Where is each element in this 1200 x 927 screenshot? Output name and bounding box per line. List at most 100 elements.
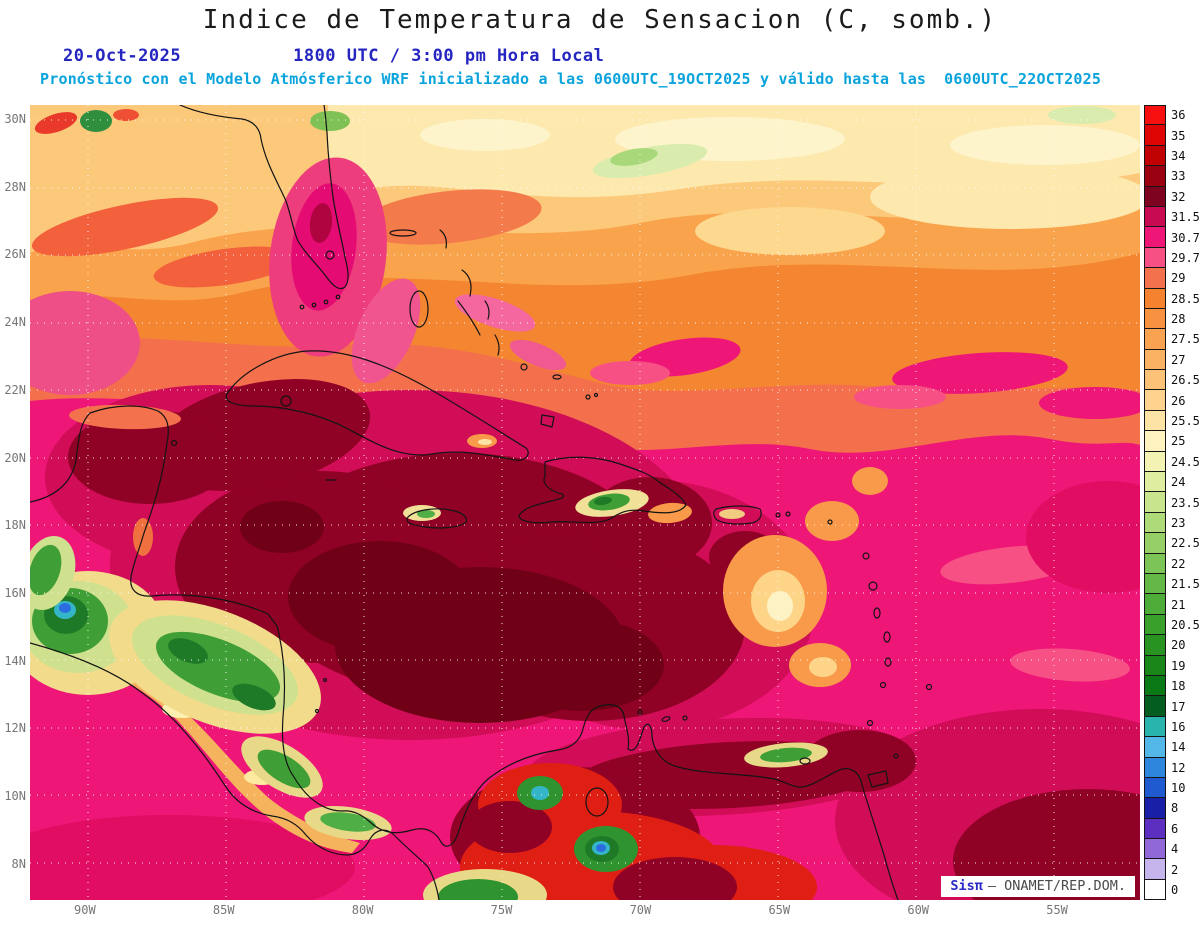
legend-color-swatch [1144, 859, 1166, 880]
legend-item: 30.7 [1144, 227, 1200, 248]
legend-value-label: 4 [1171, 842, 1179, 857]
legend-value-label: 6 [1171, 821, 1179, 836]
legend-color-swatch [1144, 186, 1166, 207]
longitude-label: 65W [768, 903, 791, 917]
map-area: Sisπ – ONAMET/REP.DOM. [30, 105, 1140, 900]
legend-value-label: 2 [1171, 862, 1179, 877]
legend-value-label: 12 [1171, 760, 1186, 775]
legend-item: 28 [1144, 308, 1200, 330]
legend-color-swatch [1144, 227, 1166, 248]
legend-color-swatch [1144, 349, 1166, 371]
legend-item: 16 [1144, 716, 1200, 738]
legend-item: 10 [1144, 777, 1200, 799]
page-title: Indice de Temperatura de Sensacion (C, s… [202, 5, 998, 35]
latitude-label: 26N [4, 247, 26, 262]
legend-value-label: 0 [1171, 883, 1179, 898]
latitude-label: 12N [4, 721, 26, 736]
legend-value-label: 22 [1171, 556, 1186, 571]
legend-item: 33 [1144, 166, 1200, 187]
legend-item: 20 [1144, 635, 1200, 656]
legend-value-label: 19 [1171, 658, 1186, 673]
legend-color-swatch [1144, 288, 1166, 309]
legend-item: 22.5 [1144, 533, 1200, 554]
legend-color-swatch [1144, 451, 1166, 473]
legend-value-label: 20.5 [1171, 617, 1200, 632]
latitude-label: 24N [4, 315, 26, 330]
legend-item: 27 [1144, 349, 1200, 371]
legend-item: 23.5 [1144, 492, 1200, 513]
legend-item: 17 [1144, 696, 1200, 717]
watermark: Sisπ – ONAMET/REP.DOM. [941, 876, 1135, 897]
legend-item: 18 [1144, 675, 1200, 697]
legend-item: 12 [1144, 757, 1200, 778]
legend-color-swatch [1144, 472, 1166, 493]
legend-color-swatch [1144, 798, 1166, 819]
latitude-label: 10N [4, 789, 26, 804]
legend-value-label: 32 [1171, 189, 1186, 204]
legend-color-swatch [1144, 329, 1166, 350]
legend-value-label: 26.5 [1171, 373, 1200, 388]
legend-value-label: 27.5 [1171, 332, 1200, 347]
legend-value-label: 28 [1171, 312, 1186, 327]
legend-color-swatch [1144, 879, 1166, 901]
latitude-label: 22N [4, 382, 26, 397]
legend-item: 26.5 [1144, 370, 1200, 391]
legend-value-label: 23.5 [1171, 495, 1200, 510]
legend-value-label: 27 [1171, 352, 1186, 367]
legend-color-swatch [1144, 166, 1166, 187]
legend-color-swatch [1144, 675, 1166, 697]
legend-item: 28.5 [1144, 288, 1200, 309]
legend-item: 36 [1144, 105, 1200, 126]
legend-value-label: 17 [1171, 699, 1186, 714]
legend-item: 2 [1144, 859, 1200, 880]
legend-color-swatch [1144, 573, 1166, 595]
legend-item: 24 [1144, 472, 1200, 493]
legend-value-label: 18 [1171, 679, 1186, 694]
legend-value-label: 16 [1171, 719, 1186, 734]
legend-value-label: 29 [1171, 271, 1186, 286]
latitude-label: 8N [11, 856, 26, 871]
legend-color-swatch [1144, 145, 1166, 167]
legend-value-label: 10 [1171, 781, 1186, 796]
legend-color-swatch [1144, 410, 1166, 432]
legend-item: 21.5 [1144, 573, 1200, 595]
legend-item: 4 [1144, 839, 1200, 860]
longitude-axis: 90W 85W 80W 75W 70W 65W 60W 55W [30, 904, 1140, 916]
longitude-label: 80W [351, 903, 374, 917]
legend-item: 31.5 [1144, 206, 1200, 228]
legend-item: 24.5 [1144, 451, 1200, 473]
latitude-label: 18N [4, 518, 26, 533]
legend-item: 20.5 [1144, 614, 1200, 636]
subtitle-model: Pronóstico con el Modelo Atmósferico WRF… [40, 70, 1101, 88]
legend-color-swatch [1144, 431, 1166, 452]
forecast-time: 1800 UTC / 3:00 pm Hora Local [293, 46, 605, 66]
legend-color-swatch [1144, 370, 1166, 391]
legend-color-swatch [1144, 818, 1166, 840]
latitude-label: 16N [4, 586, 26, 601]
legend-color-swatch [1144, 737, 1166, 758]
legend-color-swatch [1144, 614, 1166, 636]
legend-item: 35 [1144, 125, 1200, 146]
legend-color-swatch [1144, 512, 1166, 534]
legend-color-swatch [1144, 839, 1166, 860]
legend-value-label: 25.5 [1171, 414, 1200, 429]
legend-color-swatch [1144, 533, 1166, 554]
gridlines [30, 105, 1140, 900]
latitude-label: 30N [4, 112, 26, 126]
legend-item: 34 [1144, 145, 1200, 167]
watermark-org: – ONAMET/REP.DOM. [987, 878, 1126, 894]
legend-color-swatch [1144, 635, 1166, 656]
legend-color-swatch [1144, 492, 1166, 513]
legend-value-label: 22.5 [1171, 536, 1200, 551]
legend-item: 25 [1144, 431, 1200, 452]
legend: 36 35 34 33 32 31.5 30.7 29.7 29 28.5 28… [1144, 105, 1200, 901]
latitude-axis: 30N 28N 26N 24N 22N 20N 18N 16N 14N 12N 10N 8N [0, 105, 26, 900]
legend-value-label: 28.5 [1171, 291, 1200, 306]
legend-item: 22 [1144, 553, 1200, 574]
legend-value-label: 31.5 [1171, 210, 1200, 225]
legend-color-swatch [1144, 594, 1166, 615]
legend-value-label: 25 [1171, 434, 1186, 449]
legend-value-label: 23 [1171, 516, 1186, 530]
legend-value-label: 33 [1171, 169, 1186, 184]
map-canvas [30, 105, 1140, 900]
